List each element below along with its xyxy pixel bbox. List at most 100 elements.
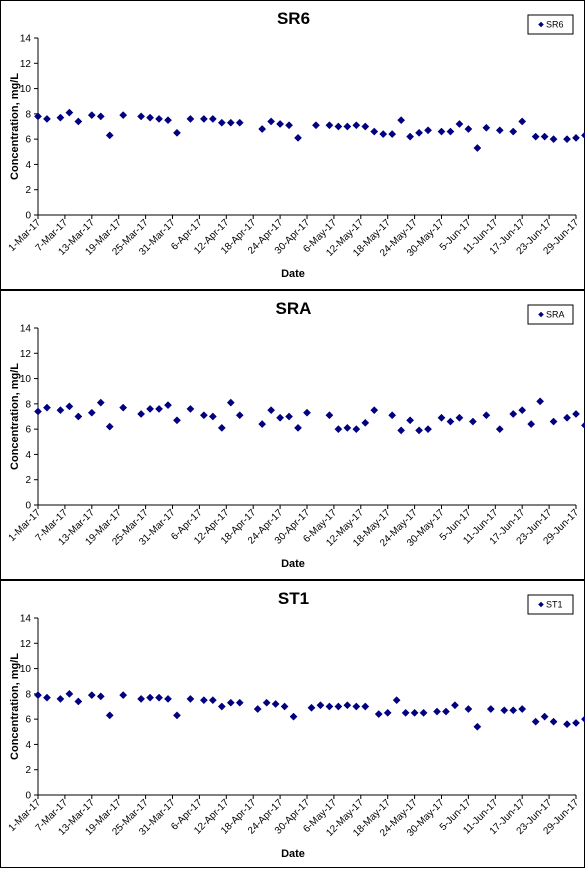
data-point: [208, 696, 217, 705]
data-point: [155, 404, 164, 413]
y-tick-label: 12: [20, 349, 32, 360]
data-point: [307, 703, 316, 712]
data-point: [563, 720, 571, 729]
chart-panel-sr6: SR6 0 2 4 6 8 10 12 14 1-Mar-17 7-Mar-17 13-Mar-17 1…: [0, 0, 585, 290]
data-point: [199, 696, 208, 705]
data-point: [509, 127, 518, 136]
data-point: [392, 696, 401, 705]
data-point: [280, 702, 289, 711]
data-point: [186, 114, 195, 123]
data-point: [334, 425, 343, 434]
data-point: [473, 722, 482, 731]
y-tick-label: 10: [20, 374, 32, 385]
data-point: [285, 412, 294, 421]
data-point: [56, 113, 65, 122]
y-tick-label: 0: [25, 791, 31, 802]
data-point: [226, 118, 235, 127]
y-tick-label: 6: [25, 135, 31, 146]
data-point: [226, 398, 235, 407]
data-point: [518, 117, 527, 126]
data-point: [419, 708, 428, 717]
data-point: [325, 121, 334, 130]
legend-box: [527, 14, 574, 35]
data-point: [361, 122, 370, 131]
data-point: [65, 108, 74, 117]
data-point: [276, 120, 285, 128]
data-point: [374, 710, 383, 719]
legend-box: [527, 304, 574, 325]
data-point: [262, 698, 271, 707]
legend-marker: [538, 311, 544, 318]
data-point: [316, 701, 325, 710]
data-point: [388, 411, 397, 420]
data-point: [137, 694, 146, 703]
data-point: [96, 692, 105, 701]
data-point: [186, 404, 195, 413]
data-point: [173, 128, 181, 137]
data-point: [433, 707, 441, 716]
y-tick-label: 14: [20, 34, 32, 45]
data-point: [446, 127, 455, 136]
y-tick-label: 8: [25, 689, 31, 700]
data-point: [424, 126, 433, 135]
data-point: [540, 132, 549, 141]
data-point: [289, 712, 298, 721]
data-point: [217, 423, 226, 432]
data-point: [482, 411, 491, 420]
data-point: [119, 111, 128, 120]
data-point: [43, 114, 51, 123]
data-point: [267, 406, 276, 415]
chart-svg: SRA024681012141-Mar-177-Mar-1713-Mar-171…: [7, 299, 585, 570]
data-point: [370, 127, 379, 136]
data-point: [186, 694, 195, 703]
data-point: [325, 411, 334, 420]
data-point: [572, 410, 580, 418]
data-point: [379, 130, 388, 139]
data-point: [455, 413, 464, 422]
y-tick-label: 6: [25, 715, 31, 726]
data-point: [96, 112, 105, 121]
data-point: [486, 705, 495, 713]
x-axis-label: Date: [281, 848, 305, 860]
data-point: [343, 423, 352, 432]
data-point: [96, 398, 105, 407]
data-point: [43, 403, 51, 412]
data-point: [285, 121, 294, 130]
data-point: [119, 691, 128, 700]
data-point: [258, 125, 267, 133]
legend-marker: [538, 601, 544, 608]
legend-label: SR6: [546, 20, 564, 30]
data-point: [199, 114, 208, 123]
data-point: [446, 417, 455, 426]
data-point: [424, 425, 433, 434]
y-tick-label: 4: [25, 160, 31, 171]
y-tick-label: 2: [25, 185, 31, 196]
data-point: [56, 694, 65, 703]
chart-panel-st1: ST1 0 2 4 6 8 10 12 14 1-Mar-17 7-Mar-17 13-Mar-17 1…: [0, 580, 585, 868]
y-tick-label: 10: [20, 84, 32, 95]
y-axis-label: Concentration, mg/L: [9, 363, 21, 470]
data-point: [527, 420, 536, 429]
y-tick-label: 4: [25, 740, 31, 751]
data-point: [450, 701, 459, 710]
data-point: [464, 125, 473, 133]
data-point: [173, 711, 181, 720]
data-point: [267, 117, 276, 126]
data-point: [572, 718, 580, 727]
data-point: [531, 132, 540, 141]
data-point: [343, 701, 352, 710]
y-tick-label: 12: [20, 639, 32, 650]
data-point: [87, 691, 96, 700]
data-point: [536, 397, 545, 406]
data-point: [226, 698, 235, 707]
data-point: [563, 413, 571, 422]
data-point: [370, 406, 379, 415]
y-tick-label: 14: [20, 614, 32, 625]
data-point: [495, 425, 504, 434]
data-point: [473, 144, 482, 152]
data-point: [383, 708, 392, 717]
data-point: [406, 416, 415, 425]
chart-title: ST1: [278, 589, 309, 608]
legend-marker: [538, 21, 544, 28]
data-point: [87, 408, 96, 417]
